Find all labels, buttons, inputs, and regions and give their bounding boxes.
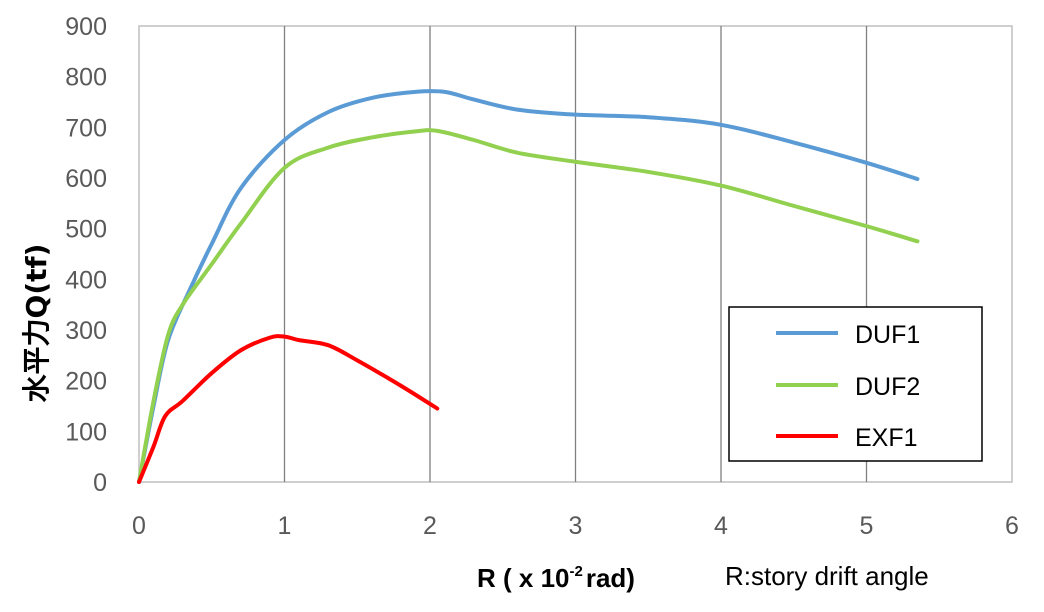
x-tick-label: 5 xyxy=(860,512,874,540)
legend-label-duf1: DUF1 xyxy=(855,321,920,349)
y-tick-label: 300 xyxy=(65,317,107,345)
y-tick-label: 800 xyxy=(65,64,107,92)
x-tick-label: 4 xyxy=(714,512,728,540)
x-axis-label-exponent: -2 xyxy=(570,563,583,580)
tick-layer: 0 1 2 3 4 5 6 0 100 200 300 400 500 600 700 800 900 xyxy=(65,13,1019,540)
x-tick-label: 1 xyxy=(278,512,292,540)
x-tick-label: 2 xyxy=(423,512,437,540)
x-tick-label: 6 xyxy=(1005,512,1019,540)
x-axis-label-main: R ( x 10 xyxy=(477,563,570,593)
y-tick-label: 400 xyxy=(65,266,107,294)
legend-label-exf1: EXF1 xyxy=(855,424,918,452)
series-line-duf2 xyxy=(137,128,920,484)
y-tick-label: 600 xyxy=(65,165,107,193)
y-tick-label: 500 xyxy=(65,216,107,244)
legend-box xyxy=(728,306,983,462)
y-tick-label: 700 xyxy=(65,114,107,142)
x-axis-note: R:story drift angle xyxy=(725,561,929,591)
series-layer xyxy=(137,89,920,484)
x-axis-label-unit: rad) xyxy=(586,563,635,593)
y-tick-label: 900 xyxy=(65,13,107,41)
x-tick-label: 3 xyxy=(569,512,583,540)
y-tick-label: 100 xyxy=(65,418,107,446)
series-line-duf1 xyxy=(137,89,920,484)
x-axis-label: R ( x 10-2 rad) xyxy=(477,563,635,593)
y-tick-label: 0 xyxy=(93,469,107,497)
y-axis-label: 水平力Q(tf) xyxy=(20,244,53,403)
x-tick-label: 0 xyxy=(132,512,146,540)
legend: DUF1 DUF2 EXF1 xyxy=(728,306,983,462)
series-line-exf1 xyxy=(137,334,440,484)
legend-label-duf2: DUF2 xyxy=(855,373,920,401)
y-tick-label: 200 xyxy=(65,368,107,396)
